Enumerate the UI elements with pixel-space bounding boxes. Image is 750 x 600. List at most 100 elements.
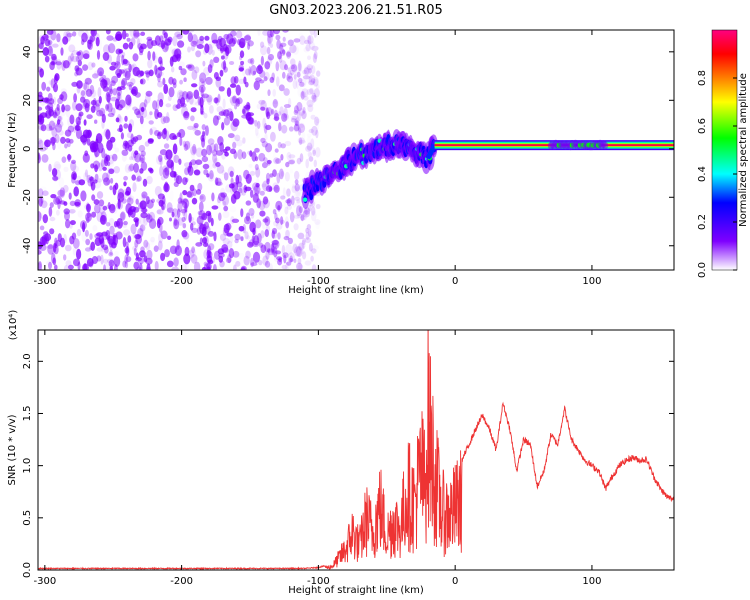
noise-speckle [91,30,96,36]
noise-speckle [304,207,311,215]
noise-speckle [245,212,250,222]
noise-speckle [166,260,174,268]
noise-speckle [226,240,233,249]
noise-speckle [122,260,127,268]
noise-speckle [239,50,245,58]
noise-speckle [311,125,318,136]
noise-speckle [165,113,170,120]
noise-speckle [280,219,285,224]
snr-panel: -300 -200 -100 0 100 0.0 0.5 1.0 1.5 2.0 Height o… [7,310,675,596]
noise-speckle [182,263,187,270]
noise-speckle [107,43,116,54]
noise-speckle [126,81,134,87]
noise-speckle [40,124,47,132]
x-tick-label: -300 [33,276,56,287]
noise-speckle [139,200,147,210]
noise-speckle [183,143,189,151]
noise-speckle [38,124,44,131]
noise-speckle [291,183,296,189]
noise-speckle [134,234,142,240]
noise-speckle [244,186,252,192]
noise-speckle [184,262,189,270]
noise-speckle [189,216,195,222]
noise-speckle [235,174,240,185]
noise-speckle [60,136,66,144]
noise-speckle [217,198,221,209]
noise-speckle [223,66,228,73]
noise-speckle [89,35,96,42]
noise-speckle [290,117,296,123]
noise-speckle [282,252,289,259]
noise-speckle [274,148,279,153]
noise-speckle [148,120,154,125]
noise-speckle [38,152,41,161]
noise-speckle [87,129,92,139]
noise-speckle [48,163,52,172]
noise-speckle [176,33,183,40]
noise-speckle [202,60,206,67]
noise-speckle [63,166,69,172]
noise-speckle [291,185,297,193]
noise-speckle [162,77,166,86]
noise-speckle [256,133,260,139]
noise-speckle [207,64,213,74]
noise-speckle [225,146,231,151]
noise-speckle [177,201,183,213]
noise-speckle [141,191,148,199]
y-tick-label: -20 [22,189,33,205]
noise-speckle [207,96,212,106]
snr-x-label: Height of straight line (km) [288,585,424,596]
noise-speckle [96,211,104,223]
noise-speckle [121,198,127,204]
noise-speckle [191,197,198,205]
noise-speckle [262,180,270,192]
noise-speckle [105,231,111,241]
noise-speckle [193,89,200,100]
noise-speckle [241,151,247,159]
noise-speckle [73,258,80,267]
noise-speckle [166,207,174,214]
noise-speckle [292,243,298,254]
noise-speckle [84,204,92,210]
noise-speckle [135,177,140,183]
noise-speckle [78,179,86,186]
noise-speckle [300,91,305,100]
noise-speckle [108,252,114,257]
noise-speckle [213,56,220,63]
noise-speckle [312,147,316,155]
noise-speckle [146,36,153,41]
noise-speckle [75,103,83,112]
noise-speckle [107,154,115,165]
noise-speckle [116,72,122,78]
noise-speckle [105,91,111,103]
x-tick-label: -200 [170,276,193,287]
noise-speckle [311,92,317,103]
noise-speckle [250,262,258,267]
noise-speckle [39,244,47,252]
noise-speckle [68,192,72,200]
noise-speckle [305,232,310,240]
noise-speckle [81,133,85,139]
noise-speckle [162,30,168,41]
noise-speckle [212,153,218,164]
noise-speckle [221,61,227,70]
noise-speckle [287,114,294,124]
noise-speckle [149,111,153,116]
noise-speckle [240,182,244,193]
noise-speckle [219,69,224,77]
noise-speckle [283,254,287,264]
noise-speckle [75,55,80,63]
noise-speckle [78,111,84,117]
noise-speckle [38,197,43,207]
noise-speckle [120,132,124,140]
noise-speckle [264,260,271,268]
noise-speckle [80,90,86,97]
noise-speckle [222,195,230,207]
noise-speckle [256,65,263,75]
noise-speckle [201,137,206,148]
noise-speckle [114,182,119,190]
noise-speckle [107,166,111,171]
noise-speckle [258,152,266,162]
noise-speckle [296,101,303,112]
